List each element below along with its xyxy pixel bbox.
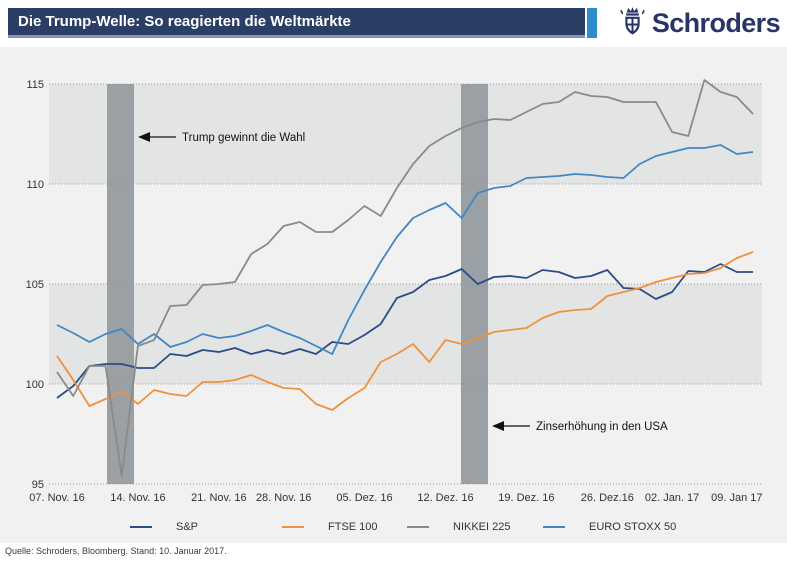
svg-text:110: 110	[26, 179, 44, 191]
svg-text:115: 115	[26, 79, 44, 91]
legend-label-nikkei: NIKKEI 225	[453, 521, 511, 533]
legend-label-sp: S&P	[176, 521, 199, 533]
svg-text:19. Dez. 16: 19. Dez. 16	[498, 492, 554, 504]
legend-swatch-eurostoxx	[543, 526, 565, 528]
header: Die Trump-Welle: So reagierten die Weltm…	[0, 0, 787, 47]
svg-text:105: 105	[26, 279, 44, 291]
source-note: Quelle: Schroders, Bloomberg. Stand: 10.…	[5, 546, 227, 556]
legend-item-nikkei: NIKKEI 225	[407, 520, 510, 534]
svg-text:95: 95	[32, 479, 44, 491]
svg-text:12. Dez. 16: 12. Dez. 16	[417, 492, 473, 504]
svg-text:07. Nov. 16: 07. Nov. 16	[29, 492, 84, 504]
legend-swatch-sp	[130, 526, 152, 528]
svg-text:02. Jan. 17: 02. Jan. 17	[645, 492, 699, 504]
brand-wordmark: Schroders	[651, 8, 781, 38]
legend-item-sp: S&P	[130, 520, 198, 534]
page-title: Die Trump-Welle: So reagierten die Weltm…	[8, 8, 585, 38]
legend-swatch-nikkei	[407, 526, 429, 528]
schroders-crest-icon	[619, 5, 646, 42]
schroders-logo: Schroders	[619, 5, 781, 42]
legend-label-eurostoxx: EURO STOXX 50	[589, 521, 677, 533]
title-accent-block	[587, 8, 597, 38]
legend-label-ftse: FTSE 100	[328, 521, 378, 533]
svg-text:26. Dez.16: 26. Dez.16	[581, 492, 634, 504]
svg-text:09. Jan 17: 09. Jan 17	[711, 492, 762, 504]
svg-text:28. Nov. 16: 28. Nov. 16	[256, 492, 311, 504]
svg-text:14. Nov. 16: 14. Nov. 16	[110, 492, 165, 504]
legend-item-ftse: FTSE 100	[282, 520, 378, 534]
page-title-text: Die Trump-Welle: So reagierten die Weltm…	[18, 13, 351, 30]
legend-swatch-ftse	[282, 526, 304, 528]
svg-text:21. Nov. 16: 21. Nov. 16	[191, 492, 246, 504]
svg-text:100: 100	[26, 379, 44, 391]
legend-item-eurostoxx: EURO STOXX 50	[543, 520, 676, 534]
svg-text:Trump gewinnt die Wahl: Trump gewinnt die Wahl	[182, 132, 305, 144]
svg-text:05. Dez. 16: 05. Dez. 16	[336, 492, 392, 504]
svg-text:Zinserhöhung in den USA: Zinserhöhung in den USA	[536, 421, 668, 433]
